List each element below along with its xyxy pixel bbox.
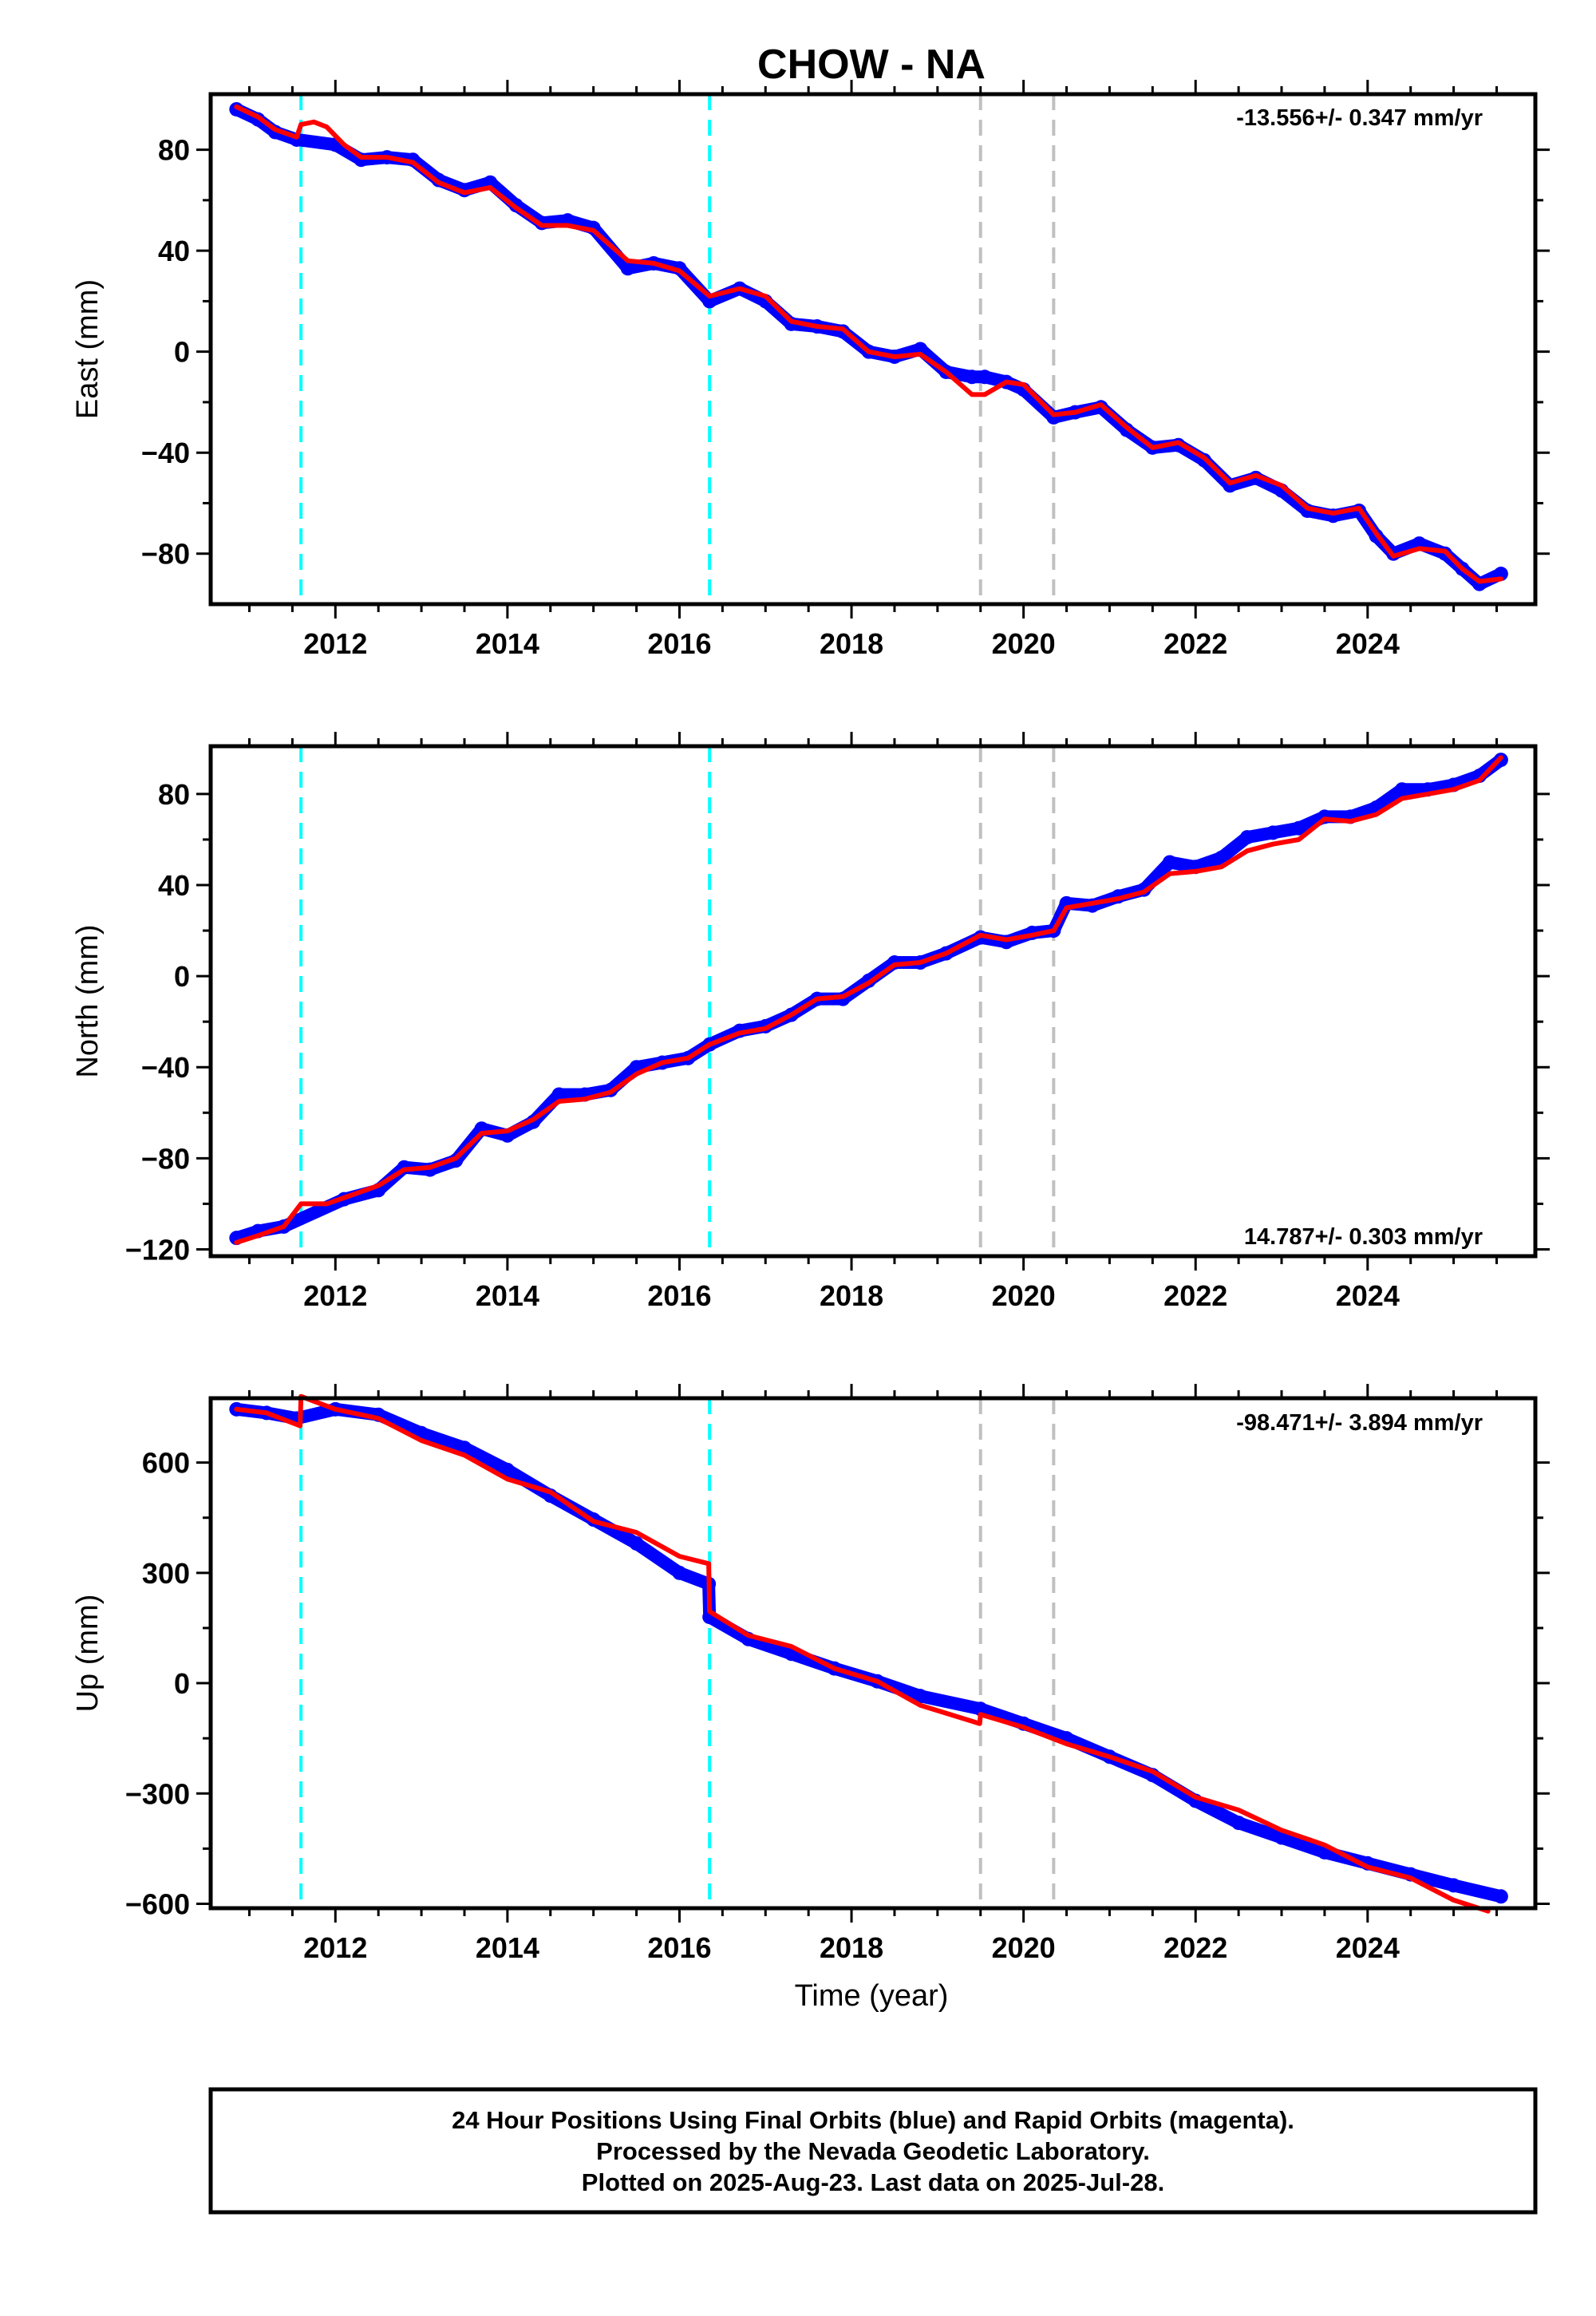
- up-rate-label: -98.471+/- 3.894 mm/yr: [1236, 1410, 1483, 1436]
- east-y-tick-label-2: 0: [174, 336, 190, 369]
- up-frame: [208, 1396, 1538, 1911]
- up-x-tick-label-0: 2012: [303, 1931, 367, 1964]
- footer-frame: [208, 2087, 1538, 2215]
- up-data-point-19: [973, 1701, 988, 1717]
- north-x-tick-label-1: 2014: [476, 1279, 539, 1312]
- east-rate-label: -13.556+/- 0.347 mm/yr: [1236, 105, 1483, 131]
- east-data-point-29: [978, 370, 993, 385]
- north-data-point-44: [1394, 782, 1409, 797]
- east-x-tick-label-5: 2022: [1163, 627, 1227, 660]
- up-data-point-10: [629, 1535, 644, 1551]
- north-data-point-35: [1162, 855, 1177, 870]
- up-x-tick-label-3: 2018: [820, 1931, 883, 1964]
- east-frame: [208, 92, 1538, 607]
- east-y-tick-label-3: 40: [158, 235, 190, 267]
- footer-line-3: Plotted on 2025-Aug-23. Last data on 202…: [582, 2168, 1164, 2196]
- north-y-tick-label-1: −80: [141, 1142, 190, 1175]
- north-x-tick-label-4: 2020: [992, 1279, 1056, 1312]
- north-data-point-40: [1291, 820, 1306, 836]
- east-y-tick-label-0: −80: [141, 538, 190, 571]
- up-y-tick-label-0: −600: [125, 1887, 190, 1920]
- north-y-tick-label-5: 80: [158, 778, 190, 811]
- east-model-series: [234, 104, 1503, 584]
- up-model-series: [234, 1393, 1491, 1914]
- east-x-tick-label-3: 2018: [820, 627, 883, 660]
- north-data-point-37: [1214, 850, 1229, 865]
- up-data-point-18: [913, 1689, 928, 1704]
- panel-east: 2012 2014 2016 2018 2020 2022 2024 −80 −40 0 40 80 E…: [71, 80, 1550, 660]
- up-y-axis-label: Up (mm): [71, 1595, 105, 1713]
- east-x-tick-label-4: 2020: [992, 627, 1056, 660]
- north-x-tick-label-2: 2016: [647, 1279, 711, 1312]
- north-y-tick-label-4: 40: [158, 869, 190, 902]
- north-model-series: [234, 755, 1503, 1245]
- up-data-point-7: [500, 1462, 515, 1477]
- east-x-tick-label-0: 2012: [303, 627, 367, 660]
- east-y-tick-label-4: 80: [158, 134, 190, 167]
- north-data-point-39: [1266, 825, 1281, 840]
- up-data-point-11: [672, 1565, 687, 1580]
- footer-box: 24 Hour Positions Using Final Orbits (bl…: [208, 2087, 1538, 2215]
- north-data-point-11: [551, 1087, 567, 1102]
- north-y-axis-label: North (mm): [71, 924, 105, 1077]
- north-rate-label: 14.787+/- 0.303 mm/yr: [1244, 1224, 1483, 1250]
- north-x-tick-label-6: 2024: [1336, 1279, 1400, 1312]
- up-data-point-31: [1493, 1889, 1508, 1904]
- north-y-tick-label-0: −120: [125, 1233, 190, 1266]
- north-x-tick-label-5: 2022: [1163, 1279, 1227, 1312]
- up-x-tick-label-1: 2014: [476, 1931, 539, 1964]
- east-data-point-15: [620, 261, 635, 276]
- up-x-tick-label-5: 2022: [1163, 1931, 1227, 1964]
- north-x-tick-label-0: 2012: [303, 1279, 367, 1312]
- up-y-tick-label-1: −300: [125, 1777, 190, 1810]
- north-y-tick-label-2: −40: [141, 1051, 190, 1084]
- panels: 2012 2014 2016 2018 2020 2022 2024 −80 −40 0 40 80 E…: [71, 80, 1550, 1964]
- up-data-series: [230, 1402, 1507, 1903]
- footer-line-2: Processed by the Nevada Geodetic Laborat…: [596, 2137, 1150, 2165]
- up-x-tick-label-6: 2024: [1336, 1931, 1400, 1964]
- east-x-tick-label-6: 2024: [1336, 627, 1400, 660]
- up-y-tick-label-4: 600: [142, 1447, 190, 1480]
- north-frame: [208, 744, 1538, 1259]
- up-x-tick-label-4: 2020: [992, 1931, 1056, 1964]
- east-x-tick-label-2: 2016: [647, 627, 711, 660]
- up-data-point-26: [1274, 1830, 1290, 1845]
- up-data-point-25: [1231, 1816, 1246, 1831]
- east-y-tick-label-1: −40: [141, 437, 190, 469]
- panel-up: 2012 2014 2016 2018 2020 2022 2024 −600 −300 0 300…: [71, 1384, 1550, 1964]
- up-data-point-30: [1446, 1878, 1461, 1893]
- east-data-point-28: [964, 370, 979, 385]
- footer-line-1: 24 Hour Positions Using Final Orbits (bl…: [452, 2106, 1294, 2134]
- panel-north: 2012 2014 2016 2018 2020 2022 2024 −120 −80 −40 0 4…: [71, 732, 1550, 1312]
- x-axis-label: Time (year): [795, 1979, 949, 2013]
- east-y-axis-label: East (mm): [71, 279, 105, 419]
- up-y-tick-label-2: 0: [174, 1667, 190, 1700]
- up-y-tick-label-3: 300: [142, 1557, 190, 1590]
- north-data-point-38: [1239, 830, 1254, 845]
- chart-title: CHOW - NA: [757, 41, 986, 88]
- north-y-tick-label-3: 0: [174, 960, 190, 993]
- north-x-tick-label-3: 2018: [820, 1279, 883, 1312]
- up-x-tick-label-2: 2016: [647, 1931, 711, 1964]
- east-x-tick-label-1: 2014: [476, 627, 539, 660]
